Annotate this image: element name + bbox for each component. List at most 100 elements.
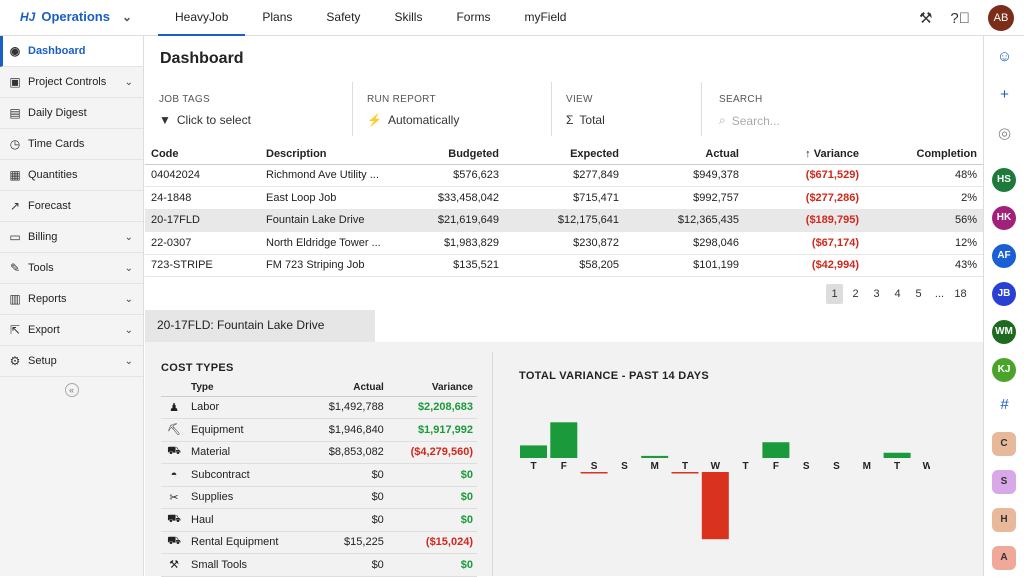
bar-12[interactable]: [883, 452, 911, 458]
table-row[interactable]: 04042024 Richmond Ave Utility ... $576,623…: [145, 164, 983, 187]
cell-budgeted: $135,521: [430, 254, 505, 277]
user-avatar[interactable]: AB: [988, 5, 1014, 31]
channels-hash-icon[interactable]: #: [1000, 396, 1009, 413]
col-variance[interactable]: ↑ Variance: [745, 144, 865, 165]
robot-icon[interactable]: ☺: [996, 48, 1013, 65]
detail-tab[interactable]: 20-17FLD: Fountain Lake Drive: [145, 310, 375, 342]
bar-1[interactable]: [550, 422, 578, 458]
hardhat-icon: ◓: [161, 463, 187, 487]
filter-icon: ▼: [159, 113, 171, 127]
channel-avatar[interactable]: C: [992, 432, 1016, 456]
sidebar-item-project-controls[interactable]: ▣ Project Controls ⌄: [0, 67, 143, 98]
trend-icon: ↗: [9, 199, 21, 213]
sidebar-item-reports[interactable]: ▥ Reports ⌄: [0, 284, 143, 315]
page-3[interactable]: 3: [873, 288, 880, 300]
page-2[interactable]: 2: [852, 288, 859, 300]
cell-description: East Loop Job: [260, 186, 430, 210]
group-icon[interactable]: ◎: [997, 125, 1012, 142]
table-row[interactable]: 723-STRIPE FM 723 Striping Job $135,521 $58…: [145, 254, 983, 277]
bar-6[interactable]: [701, 472, 729, 540]
cell-code: 22-0307: [145, 231, 260, 255]
table-row[interactable]: 24-1848 East Loop Job $33,458,042 $715,471 $…: [145, 186, 983, 210]
col-completion[interactable]: Completion: [865, 144, 983, 165]
cell-completion: 56%: [865, 209, 983, 232]
sidebar-item-forecast[interactable]: ↗ Forecast: [0, 191, 143, 222]
rental-icon: ⛟: [161, 531, 187, 554]
cell-actual: $298,046: [625, 231, 745, 255]
bar-2[interactable]: [580, 472, 608, 474]
bar-chart-icon: ▥: [9, 292, 21, 306]
search-filter: SEARCH ⌕ Search...: [719, 94, 780, 128]
channel-avatar[interactable]: H: [992, 508, 1016, 532]
user-avatar[interactable]: AF: [992, 244, 1016, 268]
sidebar-item-billing[interactable]: ▭ Billing ⌄: [0, 222, 143, 253]
col-description[interactable]: Description: [260, 144, 430, 165]
col-budgeted[interactable]: Budgeted: [430, 144, 505, 165]
user-avatar[interactable]: HK: [992, 206, 1016, 230]
tab-heavyjob[interactable]: HeavyJob: [158, 0, 246, 36]
cost-types-table: Type Actual Variance ♟ Labor $1,492,788 $2,…: [161, 380, 477, 577]
chevron-down-icon: ⌄: [124, 355, 133, 367]
search-input[interactable]: Search...: [731, 113, 780, 128]
page-4[interactable]: 4: [894, 288, 901, 300]
table-row[interactable]: 22-0307 North Eldridge Tower ... $1,983,82…: [145, 231, 983, 255]
user-avatar[interactable]: KJ: [992, 358, 1016, 382]
tab-safety[interactable]: Safety: [326, 10, 361, 24]
truck-icon: ⛟: [161, 441, 187, 464]
bar-4[interactable]: [641, 455, 669, 458]
cell-code: 723-STRIPE: [145, 254, 260, 277]
cell-description: Fountain Lake Drive: [260, 209, 430, 232]
user-avatar[interactable]: JB: [992, 282, 1016, 306]
run-report-filter[interactable]: RUN REPORT ⚡ Automatically: [367, 94, 460, 127]
x-tick-label: W: [711, 461, 721, 472]
chevron-down-icon: ⌄: [121, 9, 133, 24]
bar-8[interactable]: [762, 442, 790, 458]
cell-actual: $1,946,840: [307, 418, 388, 442]
tab-plans[interactable]: Plans: [262, 10, 293, 24]
sidebar-item-daily-digest[interactable]: ▤ Daily Digest: [0, 98, 143, 129]
chevron-down-icon: ⌄: [124, 262, 133, 274]
col-expected[interactable]: Expected: [505, 144, 625, 165]
tab-skills[interactable]: Skills: [394, 10, 423, 24]
sidebar-item-dashboard[interactable]: ◉ Dashboard: [0, 36, 143, 67]
sidebar: ◉ Dashboard ▣ Project Controls ⌄ ▤ Daily Dig…: [0, 36, 144, 576]
app-switcher[interactable]: HJ Operations ⌄: [20, 9, 132, 24]
cost-row: ✂ Supplies $0 $0: [161, 486, 477, 509]
page-5[interactable]: 5: [915, 288, 922, 300]
table-row[interactable]: 20-17FLD Fountain Lake Drive $21,619,649 $1…: [145, 209, 983, 232]
x-tick-label: T: [530, 461, 536, 472]
sidebar-item-tools[interactable]: ✎ Tools ⌄: [0, 253, 143, 284]
col-code[interactable]: Code: [145, 144, 260, 165]
x-tick-label: W: [923, 461, 930, 472]
cost-row: ⛏ Equipment $1,946,840 $1,917,992: [161, 418, 477, 442]
page-1[interactable]: 1: [826, 284, 843, 304]
clock-icon: ◷: [9, 137, 21, 151]
cell-expected: $277,849: [505, 164, 625, 187]
tools-icon[interactable]: ⚒: [918, 10, 933, 27]
bar-0[interactable]: [520, 445, 547, 458]
collapse-sidebar-button[interactable]: «: [64, 383, 79, 397]
cell-type: Haul: [187, 508, 308, 532]
col-actual[interactable]: Actual: [625, 144, 745, 165]
view-filter[interactable]: VIEW Σ Total: [566, 94, 605, 127]
gear-icon: ⚙: [9, 354, 21, 368]
add-user-icon[interactable]: +: [1000, 86, 1009, 103]
cell-budgeted: $1,983,829: [430, 231, 505, 255]
sidebar-item-quantities[interactable]: ▦ Quantities: [0, 160, 143, 191]
tab-myfield[interactable]: myField: [524, 10, 567, 24]
cell-variance: $0: [387, 553, 477, 577]
user-avatar[interactable]: WM: [992, 320, 1016, 344]
sidebar-item-setup[interactable]: ⚙ Setup ⌄: [0, 346, 143, 377]
tab-forms[interactable]: Forms: [456, 10, 491, 24]
user-avatar[interactable]: HS: [992, 168, 1016, 192]
sidebar-item-time-cards[interactable]: ◷ Time Cards: [0, 129, 143, 160]
x-tick-label: T: [894, 461, 900, 472]
bar-5[interactable]: [671, 472, 699, 474]
channel-avatar[interactable]: A: [992, 546, 1016, 570]
page-last[interactable]: 18: [954, 288, 967, 300]
help-icon[interactable]: ?⃝: [950, 9, 970, 27]
cell-budgeted: $21,619,649: [430, 209, 505, 232]
sidebar-item-export[interactable]: ⇱ Export ⌄: [0, 315, 143, 346]
job-tags-filter[interactable]: JOB TAGS ▼ Click to select: [159, 94, 251, 127]
channel-avatar[interactable]: S: [992, 470, 1016, 494]
